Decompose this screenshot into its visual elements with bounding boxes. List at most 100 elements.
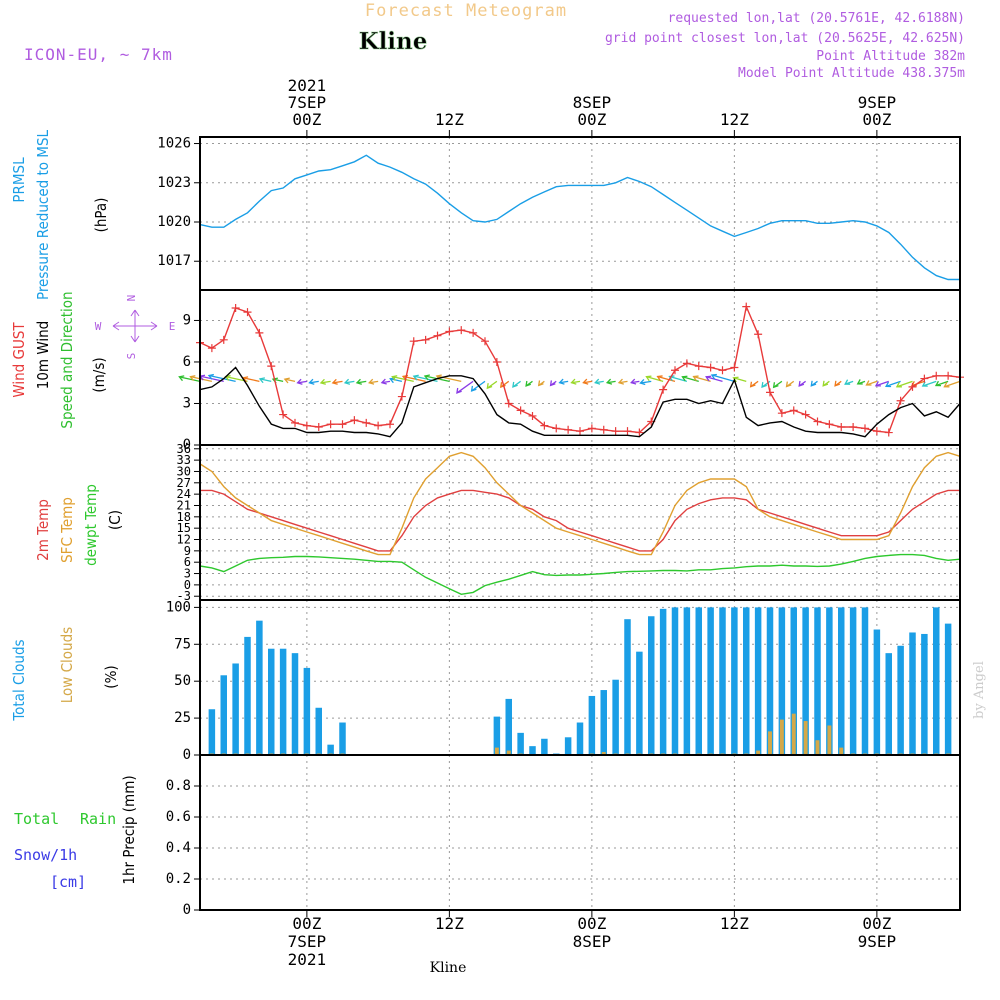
total-cloud-bar: [671, 607, 679, 755]
top-time-label: 00Z: [292, 110, 321, 129]
top-time-label: 9SEP: [858, 93, 897, 112]
wind-arrow-head: [319, 378, 326, 385]
y-tick-label: 6: [184, 555, 191, 569]
wind-direction-arrow: [436, 375, 462, 382]
wind-direction-arrow: [935, 380, 949, 387]
total-cloud-bar: [588, 695, 596, 755]
wind-arrow-head: [668, 375, 675, 381]
wind-direction-arrow: [733, 377, 747, 382]
wind-arrow-head: [391, 375, 398, 381]
total-cloud-bar: [232, 663, 239, 755]
low-cloud-bar: [839, 747, 844, 755]
wind-arrow-head: [456, 387, 462, 394]
footer-location: Kline: [430, 960, 467, 976]
wind-arrow-head: [934, 380, 942, 387]
gust-marker: [433, 331, 442, 340]
total-cloud-bar: [802, 607, 809, 755]
total-cloud-bar: [659, 608, 667, 755]
compass-n-label: N: [125, 295, 138, 302]
y-tick-label: 1017: [157, 253, 191, 269]
wind-direction-arrow: [243, 377, 260, 382]
gust-marker: [896, 396, 905, 405]
total-cloud-bar: [933, 607, 940, 755]
gust-marker: [766, 388, 774, 397]
wind-axis-label: Wind GUST: [10, 322, 28, 398]
series-line-dewpt-temp: [199, 553, 961, 596]
wind-arrow-head: [594, 378, 601, 385]
total-cloud-bar: [208, 709, 216, 755]
wind-arrow-head: [380, 378, 387, 385]
gust-marker: [552, 424, 561, 433]
gust-marker: [255, 328, 264, 337]
wind-arrow-head: [549, 380, 556, 387]
wind-arrow-head: [308, 378, 315, 385]
wind-arrow-head: [874, 381, 881, 387]
wind-arrow-head: [681, 375, 688, 382]
low-cloud-bar: [827, 725, 832, 755]
y-tick-label: 0.8: [166, 778, 191, 794]
wind-arrow-head: [178, 375, 185, 382]
y-tick-label: 18: [177, 510, 191, 524]
temperature-axis-label: 2m Temp: [34, 499, 52, 561]
wind-arrow-head: [895, 382, 902, 388]
wind-direction-arrow: [332, 380, 343, 384]
bottom-time-label: 00Z: [862, 914, 891, 933]
gust-marker: [421, 335, 430, 344]
y-tick-label: 9: [184, 544, 191, 558]
wind-arrow-head: [656, 375, 663, 381]
gust-marker: [754, 330, 763, 339]
total-cloud-bar: [909, 632, 916, 755]
legend-rain-label: Rain: [80, 810, 116, 828]
wind-arrow-head: [710, 373, 717, 380]
temperature-panel-frame: [199, 444, 961, 601]
gust-marker: [861, 424, 869, 433]
top-time-label: 12Z: [720, 110, 749, 129]
wind-arrow-head: [486, 383, 493, 390]
wind-arrow-head: [343, 378, 351, 385]
gust-marker: [362, 418, 371, 427]
gust-marker: [837, 423, 846, 432]
total-cloud-bar: [885, 653, 892, 755]
y-tick-label: 33: [177, 453, 191, 467]
gust-marker: [587, 424, 596, 433]
wind-arrow-head: [844, 379, 851, 385]
total-cloud-bar: [517, 732, 524, 755]
temperature-axis-label: (C): [106, 510, 124, 530]
temperature-axis-label: SFC Temp: [58, 497, 76, 563]
wind-direction-arrow: [320, 380, 331, 384]
wind-arrow-head: [331, 378, 338, 385]
wind-arrow-head: [761, 381, 767, 389]
gust-marker: [671, 366, 679, 375]
gust-marker: [314, 423, 323, 432]
wind-direction-arrow: [922, 380, 937, 387]
low-cloud-bar: [601, 752, 606, 755]
total-cloud-bar: [719, 607, 726, 755]
compass-e-label: E: [169, 320, 176, 333]
wind-arrow-head: [558, 378, 565, 385]
wind-arrow-head: [798, 380, 805, 387]
wind-direction-arrow: [669, 375, 688, 382]
wind-arrow-head: [423, 374, 430, 381]
bottom-time-label: 12Z: [435, 914, 464, 933]
gust-marker: [516, 406, 525, 415]
wind-direction-arrow: [896, 380, 913, 388]
y-tick-label: 9: [183, 312, 191, 328]
legend-snow-label: Snow/1h: [14, 846, 77, 864]
total-cloud-bar: [826, 607, 833, 755]
y-tick-label: 1023: [157, 175, 191, 191]
y-tick-label: 6: [183, 354, 191, 370]
wind-axis-label: 10m Wind: [34, 321, 52, 390]
low-cloud-bar: [791, 713, 796, 755]
total-cloud-bar: [814, 607, 821, 755]
series-line-10m-wind: [199, 366, 961, 438]
wind-direction-arrow: [259, 378, 272, 382]
y-tick-label: 0: [184, 578, 191, 592]
y-tick-label: 12: [177, 533, 191, 547]
wind-arrow-head: [207, 373, 214, 380]
wind-direction-arrow: [344, 380, 355, 384]
gust-marker: [623, 427, 632, 436]
total-cloud-bar: [268, 648, 275, 755]
gust-marker: [445, 327, 454, 336]
total-cloud-bar: [849, 607, 857, 755]
low-cloud-bar: [815, 740, 820, 755]
